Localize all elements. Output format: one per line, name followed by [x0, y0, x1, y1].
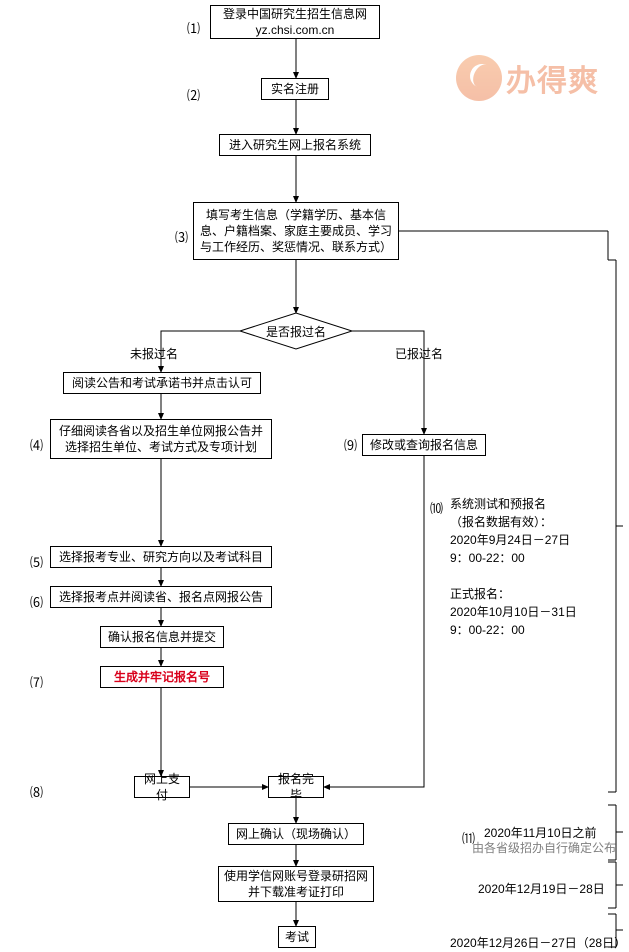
step-number-2: ⑵: [187, 85, 200, 104]
flow-node-n2: 实名注册: [261, 78, 329, 100]
step-number-3: ⑶: [175, 227, 188, 246]
flow-node-n5: 阅读公告和考试承诺书并点击认可: [63, 372, 261, 394]
sidenote-10: 系统测试和预报名（报名数据有效）：2020年9月24日－27日9：00-22：0…: [450, 495, 577, 639]
decision-label: 是否报过名: [266, 323, 326, 340]
sidenote-12: 2020年12月19日－28日: [478, 880, 605, 898]
flow-node-n1: 登录中国研究生招生信息网 yz.chsi.com.cn: [210, 5, 380, 39]
flow-node-n6: 仔细阅读各省以及招生单位网报公告并选择招生单位、考试方式及专项计划: [50, 419, 272, 459]
step-number-5: ⑸: [30, 552, 43, 571]
step-number-8: ⑻: [30, 782, 43, 801]
flow-node-n12: 报名完毕: [268, 776, 324, 798]
flow-node-n9: 确认报名信息并提交: [100, 626, 224, 648]
step-number-1: ⑴: [187, 18, 200, 37]
step-number-10: ⑽: [430, 498, 443, 517]
flow-node-n7: 选择报考专业、研究方向以及考试科目: [50, 546, 272, 568]
step-number-6: ⑹: [30, 592, 43, 611]
step-number-9: ⑼: [344, 435, 357, 454]
branch-label-no: 未报过名: [130, 345, 178, 362]
flow-node-n14: 使用学信网账号登录研招网并下载准考证打印: [218, 866, 374, 902]
step-number-7: ⑺: [30, 672, 43, 691]
flow-node-n4: 填写考生信息（学籍学历、基本信息、户籍档案、家庭主要成员、学习与工作经历、奖惩情…: [193, 202, 399, 260]
flow-node-n10: 生成并牢记报名号: [100, 666, 224, 688]
step-number-4: ⑷: [30, 435, 43, 454]
sidenote-11b: 由各省级招办自行确定公布: [472, 840, 616, 857]
branch-label-yes: 已报过名: [395, 345, 443, 362]
flow-node-n15: 考试: [278, 926, 316, 948]
flow-node-r1: 修改或查询报名信息: [362, 434, 486, 456]
flow-node-n13: 网上确认（现场确认）: [228, 823, 364, 845]
sidenote-13: 2020年12月26日－27日（28日）: [450, 934, 626, 952]
flow-node-n8: 选择报考点并阅读省、报名点网报公告: [50, 586, 272, 608]
flow-node-n11: 网上支付: [134, 776, 190, 798]
flow-node-n3: 进入研究生网上报名系统: [219, 134, 371, 156]
